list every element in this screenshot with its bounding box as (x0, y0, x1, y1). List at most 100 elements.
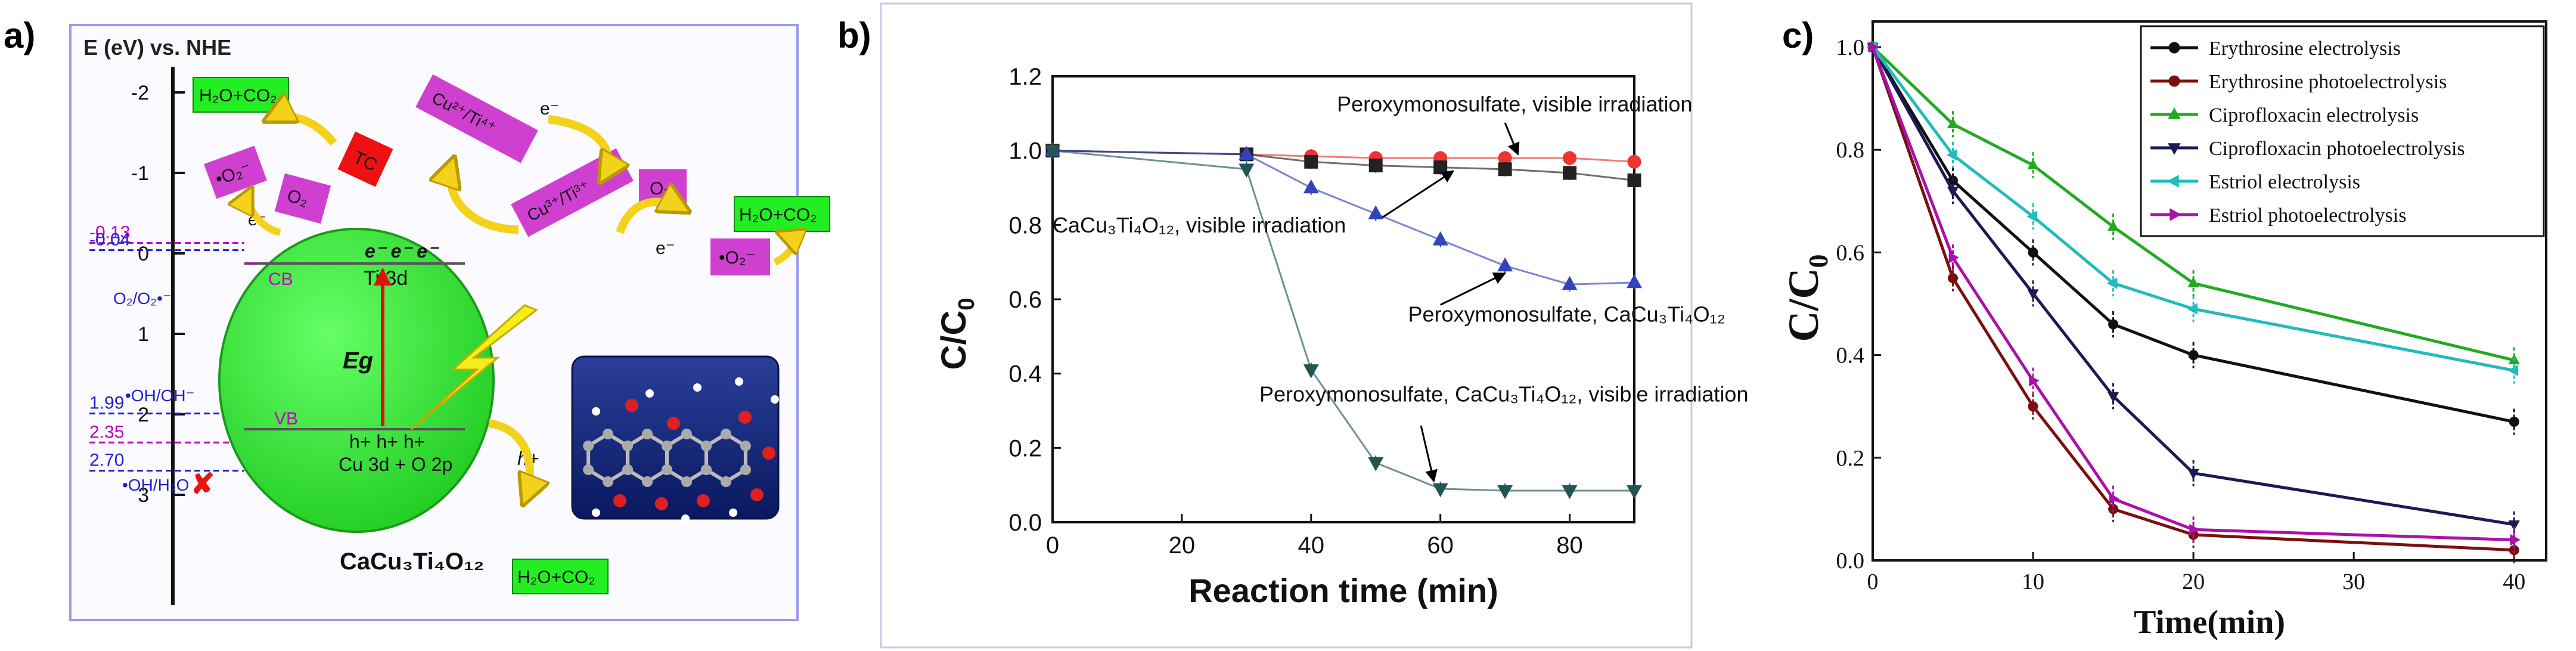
molecule-hydrogen (693, 383, 702, 392)
y-axis-label: C/C0 (935, 297, 979, 370)
data-point (2187, 303, 2198, 315)
data-point (1627, 173, 1641, 188)
data-point (1948, 252, 1960, 264)
y-tick-label: 1.0 (1836, 35, 1865, 60)
data-point (1304, 154, 1318, 169)
molecule-oxygen (667, 417, 680, 430)
data-point (1627, 485, 1642, 500)
plot-area-c (1872, 20, 2547, 562)
data-point (2027, 159, 2039, 169)
molecule-oxygen (762, 447, 775, 460)
data-point (1627, 274, 1642, 289)
molecule-atom (603, 476, 613, 487)
annotation-label: Peroxymonosulfate, visible irradiation (1337, 92, 1692, 116)
series-line (1872, 46, 2515, 362)
series-line (1871, 46, 2515, 542)
data-point (2108, 319, 2119, 330)
y-tick-label: 0.0 (1008, 510, 1042, 536)
radical-arrow (775, 234, 792, 266)
cu3d-label: Cu 3d + O 2p (339, 454, 452, 475)
material-label: CaCu₃Ti₄O₁₂ (340, 548, 484, 575)
energy-tick-label: 0 (138, 243, 149, 265)
data-point (2107, 392, 2119, 403)
molecule-atom (740, 441, 751, 451)
molecule-atom (740, 464, 751, 475)
panel-a-letter: a) (4, 16, 35, 55)
molecule-hydrogen (771, 395, 779, 404)
data-point (1498, 162, 1512, 176)
couple-oh-h2o: •OH/H₂O (122, 476, 189, 494)
energy-tick-label: 3 (138, 484, 149, 507)
legend-marker (2168, 107, 2181, 119)
y-tick-label: 0.2 (1008, 435, 1042, 461)
o2-to-radical-arrow (249, 191, 281, 236)
energy-axis-ticks: -2 -1 0 1 2 3 (131, 82, 185, 507)
y-tick-label: 0.4 (1008, 361, 1042, 388)
legend-marker (2168, 143, 2181, 155)
legend-box (2140, 25, 2545, 237)
data-point (1239, 145, 1255, 160)
plot-area-b (1051, 75, 1635, 523)
annotation-arrow (1420, 425, 1438, 483)
x-tick-label: 80 (1556, 532, 1583, 559)
data-point (2188, 350, 2199, 361)
cycle-arrow-2 (451, 161, 519, 234)
y-tick-label: 0.8 (1836, 138, 1865, 163)
data-point (2189, 523, 2200, 535)
panel-c-chart: c) 0 10 20 30 40 0.0 0.2 0.4 0.6 0.8 1.0 Time(min) C… (1780, 16, 2547, 641)
cycle-arrow-1 (548, 115, 608, 179)
data-point (1432, 483, 1448, 498)
molecule-atom (721, 476, 731, 487)
y-tick-label: 0.4 (1836, 343, 1865, 368)
data-point (1432, 231, 1448, 246)
product-label-2: H₂O+CO₂ (739, 205, 817, 225)
cb-label: CB (268, 269, 293, 289)
data-point (1947, 117, 1959, 129)
holes-label: h+ h+ h+ (349, 431, 425, 452)
x-tick-label: 40 (1298, 532, 1325, 559)
x-tick-label: 40 (2503, 569, 2525, 594)
data-point (1368, 159, 1383, 173)
molecule-oxygen (655, 497, 668, 510)
legend-label: Erythrosine electrolysis (2209, 38, 2401, 60)
series-line (1871, 46, 2515, 526)
data-point (1563, 151, 1577, 165)
molecule-hydrogen (645, 389, 654, 398)
legend-marker (2168, 75, 2180, 87)
o2-box-1 (274, 173, 331, 224)
annotation-arrow (1504, 122, 1520, 156)
panel-b-chart: b) 0 20 40 60 80 0.0 0.2 0.4 0.6 0.8 1.0 1.2 Reactio… (837, 2, 1748, 649)
data-point (1303, 364, 1319, 379)
energy-axis-title: E (eV) vs. NHE (83, 35, 231, 60)
legend-label: Estriol electrolysis (2209, 171, 2360, 193)
data-point (1563, 166, 1577, 180)
legend-marker (2168, 42, 2180, 54)
data-point (1368, 205, 1384, 219)
data-point (1948, 272, 1959, 283)
molecule-atom (662, 441, 673, 451)
data-point (2508, 520, 2520, 531)
data-point (2187, 469, 2199, 480)
energy-level-label: 1.99 (89, 393, 124, 413)
y-axis-label: C/C0 (1780, 255, 1833, 342)
cross-mark: ✘ (191, 469, 215, 500)
series-line (1052, 150, 1635, 286)
series-line (1052, 150, 1635, 182)
data-point (1239, 163, 1255, 178)
molecule-atom (642, 476, 653, 487)
catalyst-particle (218, 228, 495, 533)
product-label-3: H₂O+CO₂ (517, 568, 595, 587)
tc-box (337, 131, 393, 187)
data-point (2026, 210, 2037, 222)
molecule-atom (583, 464, 594, 475)
data-point (2028, 401, 2038, 412)
o2-reduction-arrow (616, 202, 685, 234)
o2-radical-label-2: •O₂⁻ (719, 248, 755, 268)
x-tick-label: 0 (1867, 569, 1879, 594)
molecule-hydrogen (681, 514, 690, 523)
molecule-atom (721, 429, 731, 439)
data-point (2109, 493, 2120, 505)
y-tick-label: 0.6 (1008, 287, 1042, 313)
data-point (2106, 277, 2118, 289)
